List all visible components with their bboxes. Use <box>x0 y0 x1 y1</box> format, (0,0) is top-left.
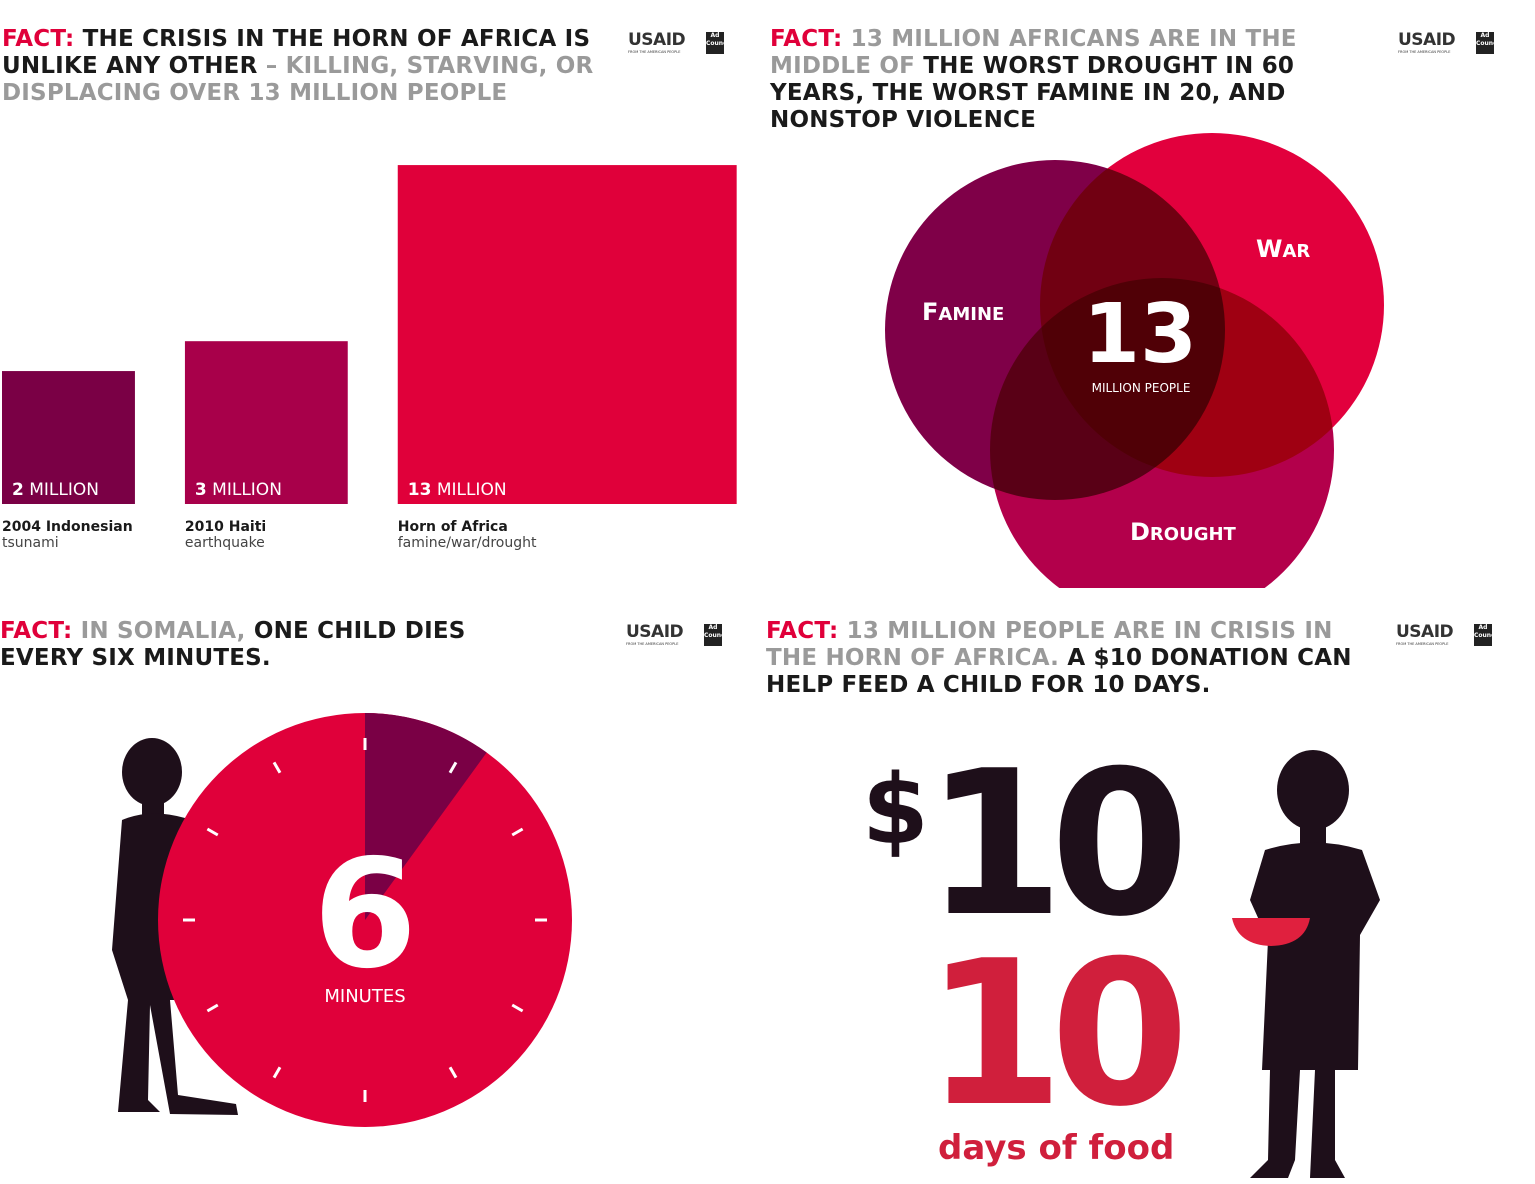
clock-value: 6 <box>312 828 418 1002</box>
caption-bold: 2004 Indonesian <box>2 519 133 535</box>
title-part: ONE CHILD DIES EVERY SIX MINUTES. <box>0 618 466 671</box>
unit: MILLION <box>29 480 99 500</box>
logo-name: USAID <box>1398 30 1456 50</box>
unit: MILLION <box>436 480 507 500</box>
logo-name: USAID <box>628 30 686 50</box>
logo-tagline: FROM THE AMERICAN PEOPLE <box>628 50 681 54</box>
title-part: IN SOMALIA, <box>80 618 246 644</box>
venn-label: WAR <box>1256 235 1311 263</box>
value: 13 <box>407 480 432 500</box>
partner-logo: Ad Council <box>1474 624 1499 646</box>
clock-tick <box>511 827 524 837</box>
caption-bold: 2010 Haiti <box>184 519 267 535</box>
child-with-bowl <box>1250 750 1380 1178</box>
currency: $ <box>862 754 929 866</box>
clock-tick <box>448 1066 458 1079</box>
caption: tsunami <box>2 535 59 551</box>
square-label: 13 MILLION <box>408 480 507 500</box>
venn-label: DROUGHT <box>1130 518 1236 546</box>
partner-text: Council <box>706 40 731 47</box>
partner-text: Council <box>1476 40 1501 47</box>
venn-label: FAMINE <box>922 298 1005 326</box>
square-label: 3 MILLION <box>195 480 282 500</box>
square-label: 2 MILLION <box>12 480 99 500</box>
value: 3 <box>194 480 207 500</box>
clock-tick <box>206 827 219 837</box>
partner-logo: Ad Council <box>1476 32 1501 54</box>
caption-bold: Horn of Africa <box>397 519 508 535</box>
caption: famine/war/drought <box>397 535 537 551</box>
logo-tagline: FROM THE AMERICAN PEOPLE <box>1398 50 1451 54</box>
title-part: THE CRISIS IN THE HORN OF AFRICA IS UNLI… <box>2 26 591 79</box>
title-part: THE WORST DROUGHT IN 60 YEARS, THE WORST… <box>770 53 1295 133</box>
days-label: days of food <box>938 1128 1175 1168</box>
unit: MILLION <box>212 480 282 500</box>
days: 10 <box>925 918 1189 1151</box>
clock-tick <box>272 1066 282 1079</box>
fact-title: FACT: 13 MILLION AFRICANS ARE IN THE MID… <box>770 26 1300 134</box>
logo-tagline: FROM THE AMERICAN PEOPLE <box>626 642 679 646</box>
clock-tick <box>448 761 458 774</box>
partner-logo: Ad Council <box>706 32 731 54</box>
fact-title: FACT: 13 MILLION PEOPLE ARE IN CRISIS IN… <box>766 618 1356 699</box>
square <box>397 165 737 504</box>
partner-logo: Ad Council <box>704 624 729 646</box>
bowl <box>1232 918 1310 946</box>
logo: USAID FROM THE AMERICAN PEOPLE Ad Council <box>1398 30 1501 60</box>
title-part: FACT: <box>2 26 75 52</box>
logo-tagline: FROM THE AMERICAN PEOPLE <box>1396 642 1449 646</box>
logo-name: USAID <box>626 622 684 642</box>
partner-text: Council <box>1474 632 1499 639</box>
partner-text: Ad <box>1478 624 1488 631</box>
logo-name: USAID <box>1396 622 1454 642</box>
venn-circle <box>990 278 1334 588</box>
center-value: 13 <box>1082 287 1198 382</box>
partner-text: Ad <box>1480 32 1490 39</box>
center-label: MILLION PEOPLE <box>1091 381 1191 395</box>
square <box>2 371 135 504</box>
clock-tick <box>511 1003 524 1013</box>
clock-label: MINUTES <box>324 986 406 1007</box>
fact-title: FACT: IN SOMALIA, ONE CHILD DIES EVERY S… <box>0 618 480 672</box>
title-part: – KILLING, STARVING, OR DISPLACING OVER … <box>2 53 594 106</box>
clock-tick <box>206 1003 219 1013</box>
value: 2 <box>12 480 24 500</box>
venn <box>885 133 1384 588</box>
logo: USAID FROM THE AMERICAN PEOPLE Ad Council <box>628 30 731 60</box>
title-part: FACT: <box>770 26 843 52</box>
partner-text: Council <box>704 632 729 639</box>
title-part: 13 MILLION PEOPLE ARE IN CRISIS IN THE H… <box>766 618 1333 671</box>
title-part: FACT: <box>0 618 73 644</box>
logo: USAID FROM THE AMERICAN PEOPLE Ad Council <box>626 622 729 652</box>
caption: earthquake <box>184 535 265 551</box>
partner-text: Ad <box>710 32 720 39</box>
title-part: 13 MILLION AFRICANS ARE IN THE MIDDLE OF <box>770 26 1297 79</box>
logo: USAID FROM THE AMERICAN PEOPLE Ad Council <box>1396 622 1499 652</box>
title-part: FACT: <box>766 618 839 644</box>
fact-title: FACT: THE CRISIS IN THE HORN OF AFRICA I… <box>2 26 602 107</box>
square <box>184 341 348 504</box>
title-part: A $10 DONATION CAN HELP FEED A CHILD FOR… <box>766 645 1352 698</box>
amount: 10 <box>925 728 1189 961</box>
clock-tick <box>272 761 282 774</box>
partner-text: Ad <box>708 624 718 631</box>
